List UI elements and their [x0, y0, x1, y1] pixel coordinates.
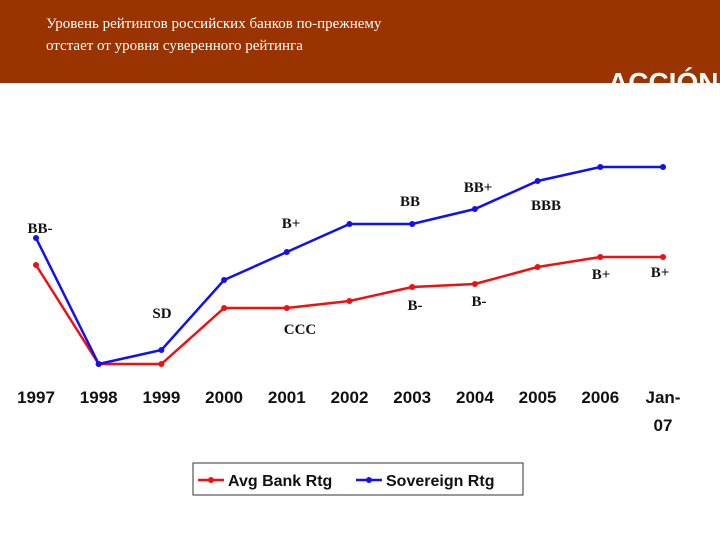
rating-label: B+ [592, 267, 611, 283]
title-line: отстает от уровня суверенного рейтинга [46, 38, 303, 54]
rating-label: BB [400, 194, 420, 210]
point [283, 305, 290, 311]
point [346, 298, 353, 304]
rating-label: B+ [651, 265, 670, 281]
point [95, 361, 102, 367]
point [409, 221, 416, 227]
x-tick-label: 1999 [142, 388, 180, 407]
point [660, 164, 666, 170]
legend-label: Avg Bank Rtg [228, 473, 332, 490]
header-band [0, 0, 720, 83]
x-tick-label: 2000 [205, 388, 243, 407]
point [471, 281, 478, 287]
x-tick-label: 2004 [456, 388, 494, 407]
point [33, 262, 39, 268]
x-tick-label: 2006 [581, 388, 619, 407]
rating-label: B- [408, 298, 423, 314]
rating-label: B- [472, 294, 487, 310]
point [346, 221, 353, 227]
x-tick-label: 1998 [80, 388, 118, 407]
point [158, 361, 165, 367]
series-line [34, 255, 663, 366]
point [221, 277, 228, 283]
point [471, 206, 478, 212]
point [597, 164, 604, 170]
point [221, 305, 228, 311]
rating-label: SD [152, 306, 171, 322]
point [33, 235, 39, 241]
x-tick-label: 2002 [331, 388, 369, 407]
x-tick-label: 2003 [393, 388, 431, 407]
rating-label: CCC [284, 322, 317, 338]
x-tick-label: 2005 [519, 388, 557, 407]
legend-label: Sovereign Rtg [386, 473, 494, 490]
point [597, 254, 604, 260]
title-line: Уровень рейтингов российских банков по-п… [46, 16, 382, 32]
point [409, 284, 416, 290]
x-tick-label: 07 [654, 416, 673, 435]
point [660, 254, 666, 260]
point [534, 264, 541, 270]
logo: ACCIÓN [608, 67, 718, 98]
legend-marker [366, 477, 372, 483]
point [283, 249, 290, 255]
point [158, 347, 165, 353]
point [534, 178, 541, 184]
x-tick-label: Jan- [646, 388, 681, 407]
x-tick-label: 1997 [17, 388, 55, 407]
x-tick-label: 2001 [268, 388, 306, 407]
rating-label: BBB [531, 198, 561, 214]
series-line [34, 165, 663, 366]
rating-label: BB+ [464, 180, 493, 196]
rating-label: BB- [27, 221, 52, 237]
rating-label: B+ [282, 216, 301, 232]
legend-marker [208, 477, 214, 483]
